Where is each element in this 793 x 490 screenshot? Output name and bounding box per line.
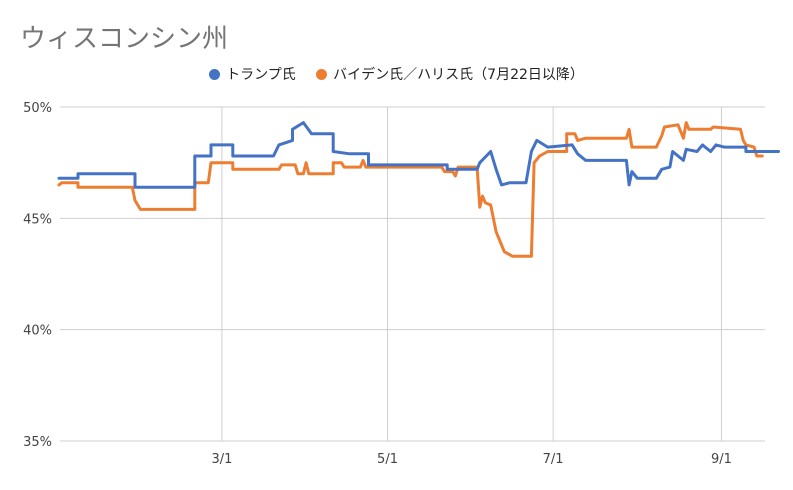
- x-tick-label: 9/1: [711, 452, 732, 467]
- y-tick-label: 45%: [23, 212, 52, 227]
- legend-marker-trump: [209, 69, 221, 80]
- y-tick-label: 40%: [23, 324, 52, 339]
- y-tick-label: 35%: [23, 435, 52, 450]
- chart-title: ウィスコンシン州: [20, 24, 229, 54]
- legend: トランプ氏 バイデン氏／ハリス氏（7月22日以降）: [0, 64, 793, 84]
- legend-item-harris: バイデン氏／ハリス氏（7月22日以降）: [316, 64, 584, 84]
- x-tick-label: 3/1: [211, 452, 232, 467]
- series-line-harris: [57, 121, 764, 258]
- x-tick-label: 7/1: [543, 452, 564, 467]
- series-line-trump: [57, 121, 780, 189]
- legend-item-trump: トランプ氏: [209, 64, 296, 84]
- x-tick-label: 5/1: [377, 452, 398, 467]
- y-tick-label: 50%: [23, 101, 52, 116]
- legend-label-harris: バイデン氏／ハリス氏（7月22日以降）: [333, 67, 584, 83]
- legend-marker-harris: [316, 69, 328, 80]
- legend-label-trump: トランプ氏: [226, 67, 296, 83]
